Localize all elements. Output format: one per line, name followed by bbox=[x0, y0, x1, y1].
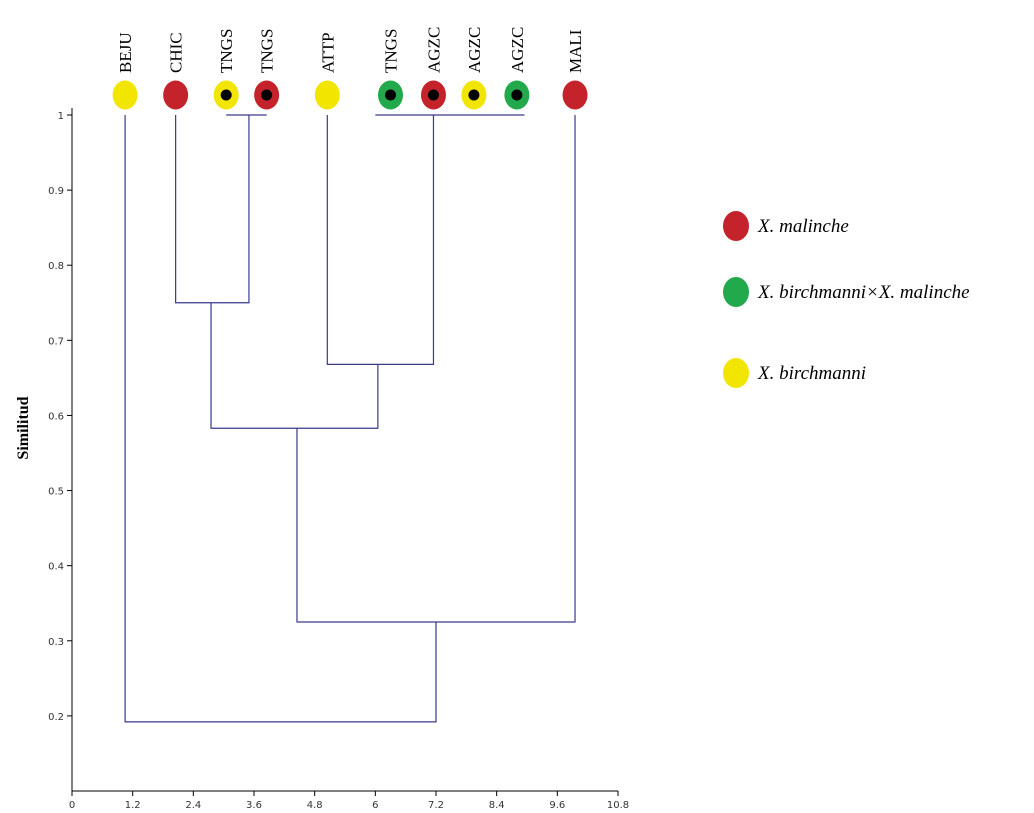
leaf-label: MALI bbox=[566, 29, 585, 73]
axes bbox=[71, 108, 618, 792]
dendrogram-link bbox=[296, 115, 576, 623]
leaf-marker-dot bbox=[468, 89, 480, 101]
legend: X. malinche X. birchmanni×X. malinche X. b… bbox=[723, 211, 970, 388]
y-tick-label: 0.4 bbox=[48, 562, 64, 573]
leaf-marker-circle bbox=[314, 80, 340, 110]
leaf-tngs: TNGS bbox=[378, 29, 403, 110]
y-axis-ticks: 0.2 0.3 0.4 0.5 0.6 0.7 0.8 0.9 1 bbox=[48, 111, 72, 723]
leaf-label: ATTP bbox=[318, 32, 337, 73]
x-tick-label: 7.2 bbox=[428, 800, 444, 811]
leaf-markers: BEJU CHIC TNGS TNGS ATTP TNGS AGZC AGZC AGZC MALI bbox=[112, 27, 588, 110]
x-tick-label: 0 bbox=[69, 800, 75, 811]
leaf-mali: MALI bbox=[562, 29, 588, 110]
y-tick-label: 0.8 bbox=[48, 261, 64, 272]
leaf-label: AGZC bbox=[465, 27, 484, 73]
leaf-marker-circle bbox=[163, 80, 189, 110]
leaf-label: TNGS bbox=[382, 29, 401, 73]
legend-item-birchmanni: X. birchmanni bbox=[723, 358, 866, 388]
legend-swatch bbox=[723, 211, 749, 241]
legend-swatch bbox=[723, 358, 749, 388]
legend-label: X. malinche bbox=[757, 216, 849, 237]
dendrogram-link bbox=[326, 115, 435, 365]
x-tick-label: 6 bbox=[372, 800, 378, 811]
legend-item-malinche: X. malinche bbox=[723, 211, 849, 241]
leaf-marker-circle bbox=[112, 80, 138, 110]
dendrogram-link bbox=[175, 115, 250, 304]
leaf-marker-circle bbox=[562, 80, 588, 110]
leaf-label: AGZC bbox=[424, 27, 443, 73]
legend-label: X. birchmanni bbox=[757, 363, 866, 384]
y-tick-label: 0.9 bbox=[48, 186, 64, 197]
y-tick-label: 0.7 bbox=[48, 336, 64, 347]
x-tick-label: 10.8 bbox=[607, 800, 629, 811]
leaf-marker-dot bbox=[220, 89, 232, 101]
x-tick-label: 4.8 bbox=[307, 800, 323, 811]
x-tick-label: 3.6 bbox=[246, 800, 262, 811]
leaf-label: TNGS bbox=[258, 29, 277, 73]
leaf-marker-dot bbox=[385, 89, 396, 101]
leaf-marker-dot bbox=[427, 89, 439, 101]
leaf-agzc: AGZC bbox=[504, 27, 530, 110]
x-tick-label: 2.4 bbox=[185, 800, 201, 811]
x-tick-label: 1.2 bbox=[125, 800, 141, 811]
leaf-beju: BEJU bbox=[112, 32, 138, 110]
dendrogram-links bbox=[124, 114, 576, 723]
x-axis-ticks: 0 1.2 2.4 3.6 4.8 6 7.2 8.4 9.6 10.8 bbox=[69, 791, 629, 811]
y-axis-title: Similitud bbox=[15, 396, 32, 459]
legend-label: X. birchmanni×X. malinche bbox=[757, 282, 970, 303]
legend-item-hybrid: X. birchmanni×X. malinche bbox=[723, 277, 970, 307]
leaf-agzc: AGZC bbox=[420, 27, 446, 110]
dendrogram-link bbox=[210, 302, 379, 429]
leaf-label: TNGS bbox=[217, 29, 236, 73]
y-tick-label: 0.5 bbox=[48, 487, 64, 498]
leaf-label: AGZC bbox=[508, 27, 527, 73]
x-tick-label: 9.6 bbox=[549, 800, 565, 811]
leaf-label: CHIC bbox=[167, 32, 186, 73]
leaf-chic: CHIC bbox=[163, 32, 189, 110]
leaf-tngs: TNGS bbox=[213, 29, 239, 110]
y-tick-label: 0.6 bbox=[48, 411, 64, 422]
legend-swatch bbox=[723, 277, 749, 307]
y-tick-label: 1 bbox=[58, 111, 64, 122]
leaf-label: BEJU bbox=[116, 32, 135, 73]
x-tick-label: 8.4 bbox=[489, 800, 505, 811]
leaf-attp: ATTP bbox=[314, 32, 340, 110]
leaf-marker-dot bbox=[511, 89, 523, 101]
y-tick-label: 0.2 bbox=[48, 712, 64, 723]
leaf-agzc: AGZC bbox=[461, 27, 487, 110]
dendrogram-link bbox=[124, 115, 437, 723]
leaf-tngs: TNGS bbox=[254, 29, 280, 110]
leaf-marker-dot bbox=[261, 89, 273, 101]
y-tick-label: 0.3 bbox=[48, 637, 64, 648]
